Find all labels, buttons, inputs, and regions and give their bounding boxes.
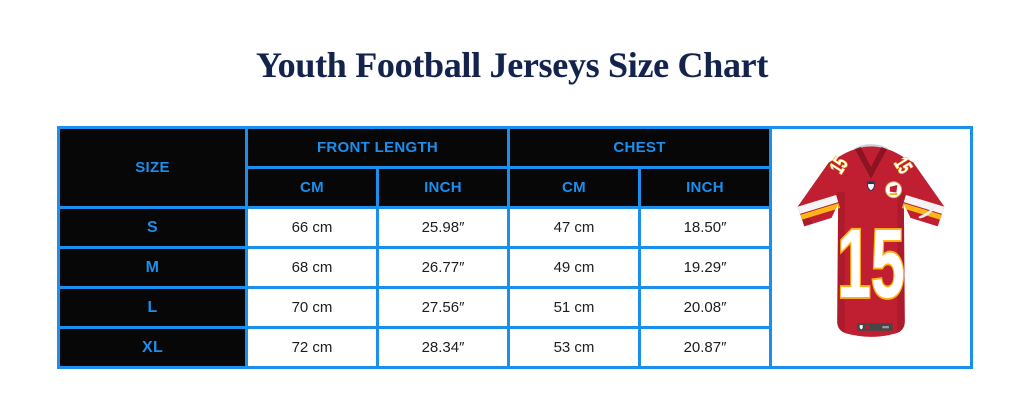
subheader-front-cm: CM	[248, 169, 376, 206]
size-cell-s: S	[60, 209, 245, 246]
subheader-chest-cm: CM	[510, 169, 638, 206]
header-cell-size: SIZE	[60, 129, 245, 206]
size-cell-l: L	[60, 289, 245, 326]
jersey-image: 15 15	[797, 143, 945, 337]
value-l-front-inch: 27.56″	[379, 289, 507, 326]
svg-text:15: 15	[837, 209, 904, 318]
value-m-chest-cm: 49 cm	[510, 249, 638, 286]
value-xl-chest-cm: 53 cm	[510, 329, 638, 366]
value-xl-front-cm: 72 cm	[248, 329, 376, 366]
value-m-chest-inch: 19.29″	[641, 249, 769, 286]
subheader-front-inch: INCH	[379, 169, 507, 206]
value-s-chest-cm: 47 cm	[510, 209, 638, 246]
header-cell-front-length: FRONT LENGTH	[248, 129, 507, 166]
jock-tag	[856, 322, 893, 331]
value-s-chest-inch: 18.50″	[641, 209, 769, 246]
value-l-front-cm: 70 cm	[248, 289, 376, 326]
subheader-chest-inch: INCH	[641, 169, 769, 206]
value-m-front-inch: 26.77″	[379, 249, 507, 286]
value-l-chest-inch: 20.08″	[641, 289, 769, 326]
jersey-body	[797, 145, 945, 337]
value-l-chest-cm: 51 cm	[510, 289, 638, 326]
value-m-front-cm: 68 cm	[248, 249, 376, 286]
page-title: Youth Football Jerseys Size Chart	[255, 45, 769, 85]
jersey-collar	[855, 146, 887, 178]
value-s-front-cm: 66 cm	[248, 209, 376, 246]
header-cell-chest: CHEST	[510, 129, 769, 166]
nike-swoosh-icon	[918, 204, 937, 218]
size-chart-table: SIZE FRONT LENGTH CHEST CM INCH CM INCH	[57, 126, 973, 369]
jersey-cell: 15 15	[772, 129, 970, 366]
value-xl-chest-inch: 20.87″	[641, 329, 769, 366]
value-xl-front-inch: 28.34″	[379, 329, 507, 366]
size-cell-m: M	[60, 249, 245, 286]
left-sleeve-stripes	[797, 194, 841, 223]
jersey-number: 15	[836, 207, 906, 319]
team-patch-icon	[885, 180, 903, 198]
nfl-shield-icon	[867, 180, 875, 191]
value-s-front-inch: 25.98″	[379, 209, 507, 246]
size-cell-xl: XL	[60, 329, 245, 366]
